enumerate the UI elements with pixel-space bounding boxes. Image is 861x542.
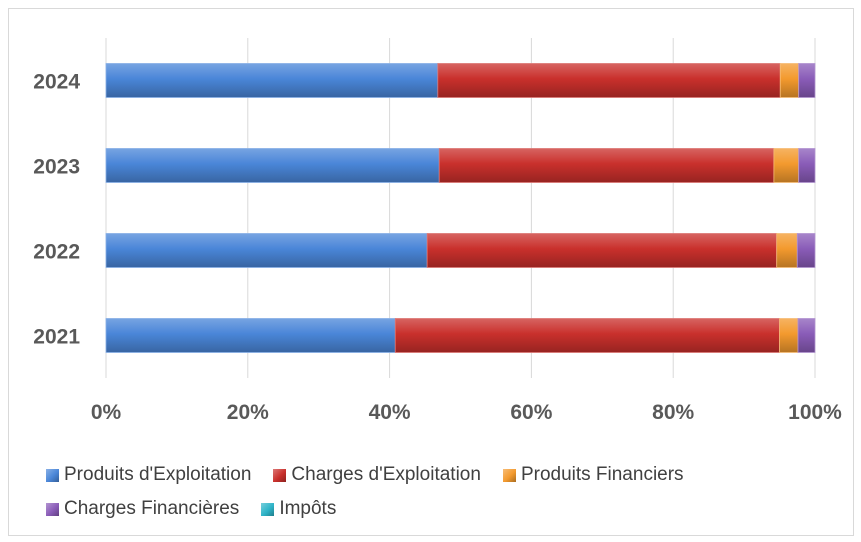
legend-label: Charges d'Exploitation xyxy=(291,464,481,485)
bar-segment xyxy=(426,233,778,268)
bar-segment xyxy=(798,63,816,98)
legend-swatch xyxy=(502,468,516,482)
y-tick-label: 2021 xyxy=(33,326,80,349)
legend-item: Impôts xyxy=(261,498,336,520)
bar-segment xyxy=(105,148,440,183)
bar-segment xyxy=(776,233,798,268)
legend-swatch xyxy=(46,468,59,482)
legend-row: Charges Financières Impôts xyxy=(46,492,836,526)
x-tick-label: 20% xyxy=(227,401,269,424)
legend-swatch xyxy=(46,502,59,516)
legend-item: Charges Financières xyxy=(46,498,239,520)
x-tick-label: 100% xyxy=(788,401,842,424)
y-tick-label: 2022 xyxy=(33,241,80,264)
bar-segment xyxy=(773,148,800,183)
x-tick-label: 60% xyxy=(510,401,552,424)
legend-label: Impôts xyxy=(279,498,337,519)
bar-segment xyxy=(779,318,799,353)
legend-item: Produits Financiers xyxy=(502,464,684,486)
legend-swatch xyxy=(273,468,287,482)
legend-item: Produits d'Exploitation xyxy=(46,464,251,486)
legend-swatch xyxy=(261,502,275,516)
bar-segment xyxy=(105,318,396,353)
y-tick-label: 2024 xyxy=(33,71,80,94)
bar-segment xyxy=(437,63,781,98)
x-tick-label: 80% xyxy=(652,401,694,424)
chart-plot: 2021 2022 2023 2024 0% 20% 40% 60% 80% 100% xyxy=(33,38,842,424)
bars xyxy=(105,63,816,353)
legend-label: Produits Financiers xyxy=(520,464,684,485)
legend-label: Charges Financières xyxy=(64,498,240,519)
bar-segment xyxy=(779,63,800,98)
x-axis-labels: 0% 20% 40% 60% 80% 100% xyxy=(91,401,842,424)
legend: Produits d'Exploitation Charges d'Exploit… xyxy=(46,458,836,526)
bar-segment xyxy=(105,63,439,98)
legend-item: Charges d'Exploitation xyxy=(273,464,481,486)
bar-segment xyxy=(438,148,775,183)
bar-segment xyxy=(105,233,428,268)
x-tick-label: 0% xyxy=(91,401,122,424)
y-axis-labels: 2021 2022 2023 2024 xyxy=(33,71,80,349)
bar-segment xyxy=(394,318,780,353)
bar-segment xyxy=(797,318,816,353)
bar-segment xyxy=(796,233,816,268)
legend-row: Produits d'Exploitation Charges d'Exploit… xyxy=(46,458,836,492)
y-tick-label: 2023 xyxy=(33,156,80,179)
legend-label: Produits d'Exploitation xyxy=(64,464,252,485)
x-tick-label: 40% xyxy=(369,401,411,424)
bar-segment xyxy=(798,148,816,183)
